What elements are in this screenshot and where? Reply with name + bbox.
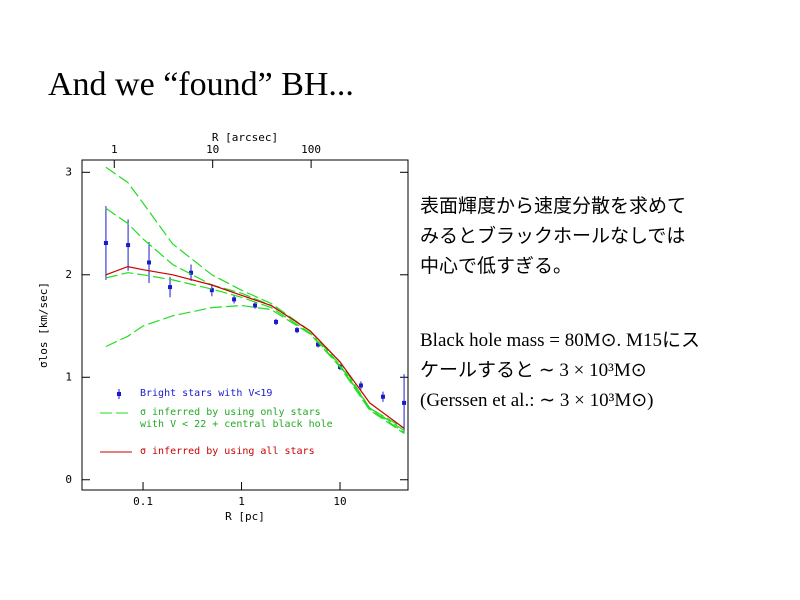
x-tick-label: 1 — [238, 495, 245, 508]
y-tick-label: 2 — [65, 268, 72, 281]
plot-frame — [81, 159, 409, 491]
x-axis-label: R [pc] — [225, 510, 265, 523]
legend-entry: σ inferred by using all stars — [140, 446, 315, 457]
x2-axis-label: R [arcsec] — [212, 131, 278, 144]
y-tick-label: 0 — [65, 473, 72, 486]
data-point — [252, 303, 257, 308]
x2-tick-label: 1 — [111, 143, 118, 156]
model-line — [105, 207, 405, 432]
data-point — [209, 288, 214, 293]
y-axis-label: σlos [km/sec] — [37, 282, 50, 368]
model-line — [105, 166, 405, 430]
paragraph: Black hole mass = 80M⊙. M15にスケールすると ∼ 3 … — [420, 330, 700, 411]
data-point — [380, 394, 385, 399]
data-point — [402, 400, 407, 405]
data-point — [126, 243, 131, 248]
x2-tick-label: 10 — [206, 143, 219, 156]
data-point — [274, 319, 279, 324]
data-point — [147, 260, 152, 265]
model-line — [105, 304, 405, 435]
data-point — [103, 241, 108, 246]
data-point — [168, 285, 173, 290]
data-point — [232, 297, 237, 302]
model-line — [105, 265, 405, 429]
paragraph: 表面輝度から速度分散を求めてみるとブラックホールなしでは中心で低すぎる。 — [420, 196, 687, 277]
y-tick-label: 1 — [65, 370, 72, 383]
y-tick-label: 3 — [65, 165, 72, 178]
data-point — [316, 342, 321, 347]
legend-entry: Bright stars with V<19 — [140, 388, 273, 399]
x2-tick-label: 100 — [301, 143, 321, 156]
slide-title: And we “found” BH... — [48, 66, 354, 103]
legend-entry: σ inferred by using only stars with V < … — [140, 407, 333, 430]
data-point — [189, 270, 194, 275]
data-point — [358, 383, 363, 388]
data-point — [295, 328, 300, 333]
x-tick-label: 10 — [333, 495, 346, 508]
x-tick-label: 0.1 — [133, 495, 153, 508]
legend-swatch — [117, 392, 121, 396]
